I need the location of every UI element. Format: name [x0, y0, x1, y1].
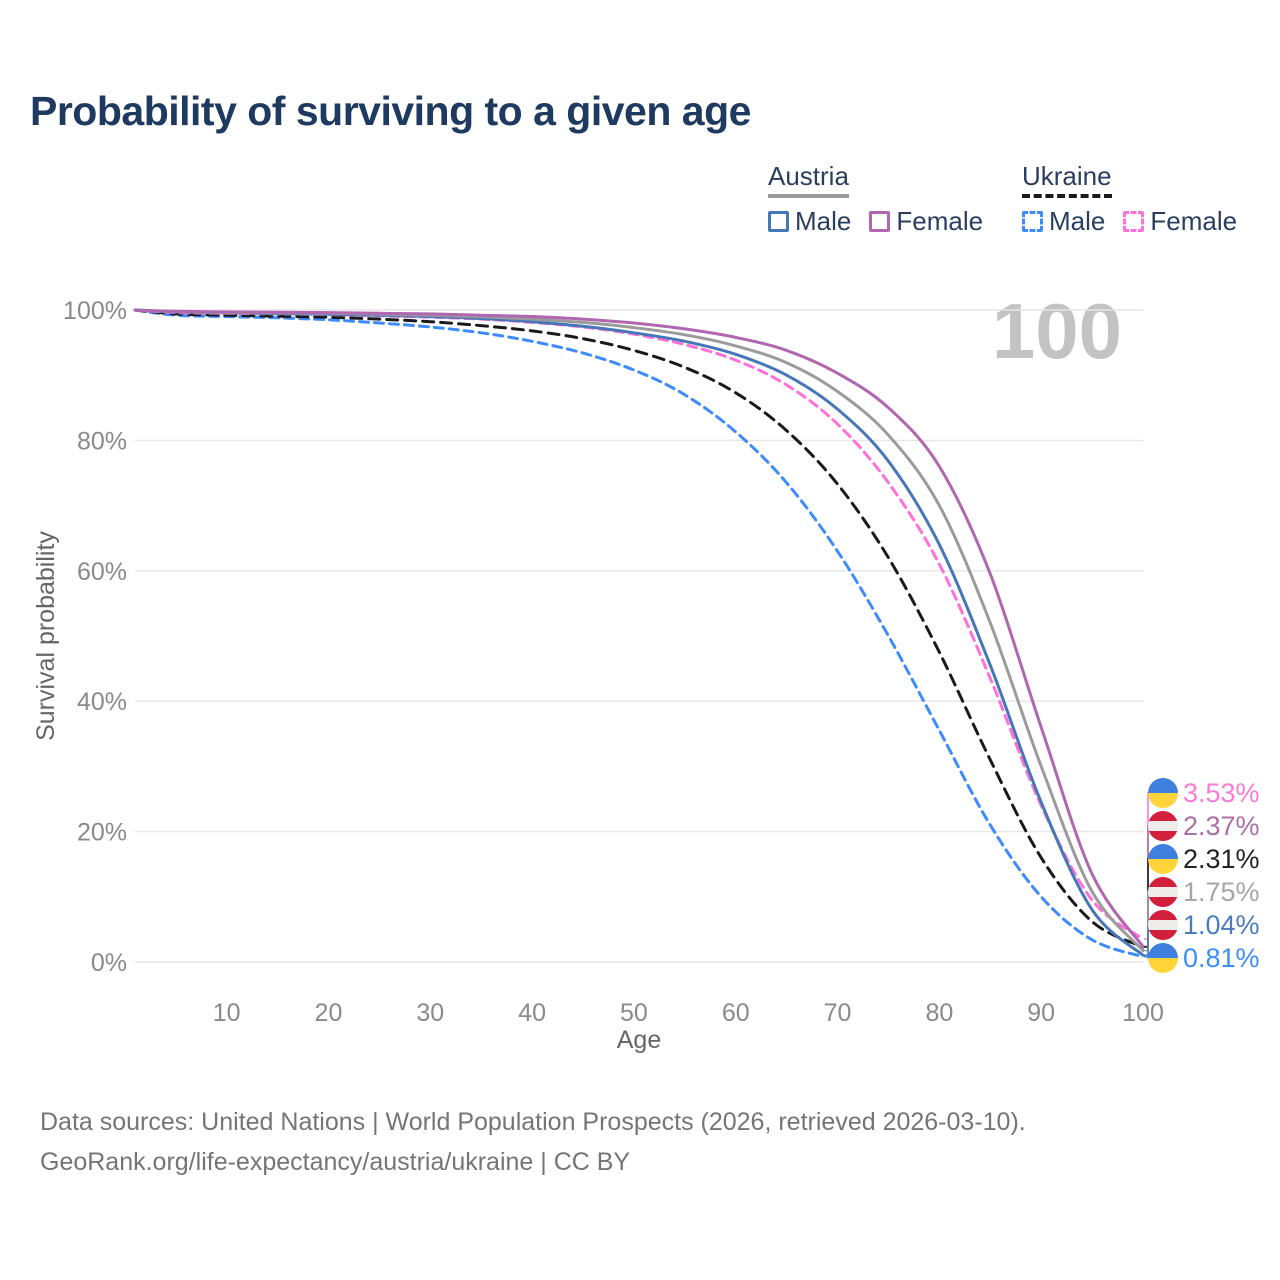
series-line-austria-male [133, 308, 1145, 957]
y-axis-title: Survival probability [32, 531, 60, 741]
austria-female-swatch [869, 210, 891, 232]
legend-group-ukraine: Ukraine Male Female [1022, 162, 1237, 237]
end-label-value: 3.53% [1183, 777, 1260, 808]
x-tick-label: 20 [315, 999, 343, 1027]
legend-item-ukraine-female[interactable]: Female [1123, 206, 1237, 237]
attribution-line: GeoRank.org/life-expectancy/austria/ukra… [40, 1148, 631, 1176]
x-tick-label: 100 [1122, 999, 1164, 1027]
legend-header-austria: Austria [768, 162, 849, 198]
legend-item-austria-female[interactable]: Female [869, 206, 983, 237]
x-tick-label: 10 [213, 999, 241, 1027]
y-tick-label: 20% [77, 819, 127, 847]
ukraine-flag-icon [1148, 778, 1178, 808]
legend-header-ukraine: Ukraine [1022, 162, 1112, 198]
end-label-value: 1.75% [1183, 876, 1260, 907]
end-label-value: 0.81% [1183, 942, 1260, 973]
austria-flag-icon [1148, 877, 1178, 907]
austria-flag-icon [1148, 811, 1178, 841]
legend-item-label: Male [795, 205, 852, 236]
x-tick-label: 80 [925, 999, 953, 1027]
legend-group-austria: Austria Male Female [768, 162, 983, 237]
end-label-value: 2.31% [1183, 843, 1260, 874]
series-line-austria-female [133, 308, 1145, 948]
x-tick-label: 50 [620, 999, 648, 1027]
series-line-ukraine-male [133, 308, 1145, 959]
end-label-ukraine-female: 3.53% [1148, 777, 1260, 809]
legend-item-label: Female [1150, 205, 1238, 236]
y-tick-label: 100% [63, 297, 127, 325]
y-tick-label: 0% [91, 949, 127, 977]
legend-item-label: Female [896, 205, 984, 236]
end-label-austria-male: 1.04% [1148, 909, 1260, 941]
austria-flag-icon [1148, 910, 1178, 940]
x-tick-label: 40 [518, 999, 546, 1027]
ukraine-flag-icon [1148, 844, 1178, 874]
page-title: Probability of surviving to a given age [30, 88, 751, 134]
end-label-ukraine-male: 0.81% [1148, 942, 1260, 974]
data-sources-line: Data sources: United Nations | World Pop… [40, 1108, 1026, 1136]
x-tick-label: 30 [416, 999, 444, 1027]
age-watermark: 100 [991, 287, 1122, 375]
end-label-ukraine-total: 2.31% [1148, 843, 1260, 875]
ukraine-female-swatch [1123, 210, 1145, 232]
x-axis-title: Age [616, 1026, 662, 1054]
x-tick-label: 70 [824, 999, 852, 1027]
series-line-ukraine-total [133, 308, 1145, 949]
x-tick-label: 90 [1027, 999, 1055, 1027]
legend-item-ukraine-male[interactable]: Male [1022, 206, 1105, 237]
x-tick-label: 60 [722, 999, 750, 1027]
end-label-value: 1.04% [1183, 909, 1260, 940]
austria-male-swatch [768, 210, 789, 232]
y-tick-label: 60% [77, 558, 127, 586]
ukraine-flag-icon [1148, 943, 1178, 973]
y-tick-label: 80% [77, 427, 127, 455]
end-label-austria-total: 1.75% [1148, 876, 1260, 908]
legend-item-label: Male [1049, 205, 1106, 236]
y-tick-label: 40% [77, 688, 127, 716]
legend-item-austria-male[interactable]: Male [768, 206, 851, 237]
series-line-austria-total [133, 308, 1145, 953]
end-label-value: 2.37% [1183, 810, 1260, 841]
ukraine-male-swatch [1022, 210, 1043, 232]
end-label-austria-female: 2.37% [1148, 810, 1260, 842]
